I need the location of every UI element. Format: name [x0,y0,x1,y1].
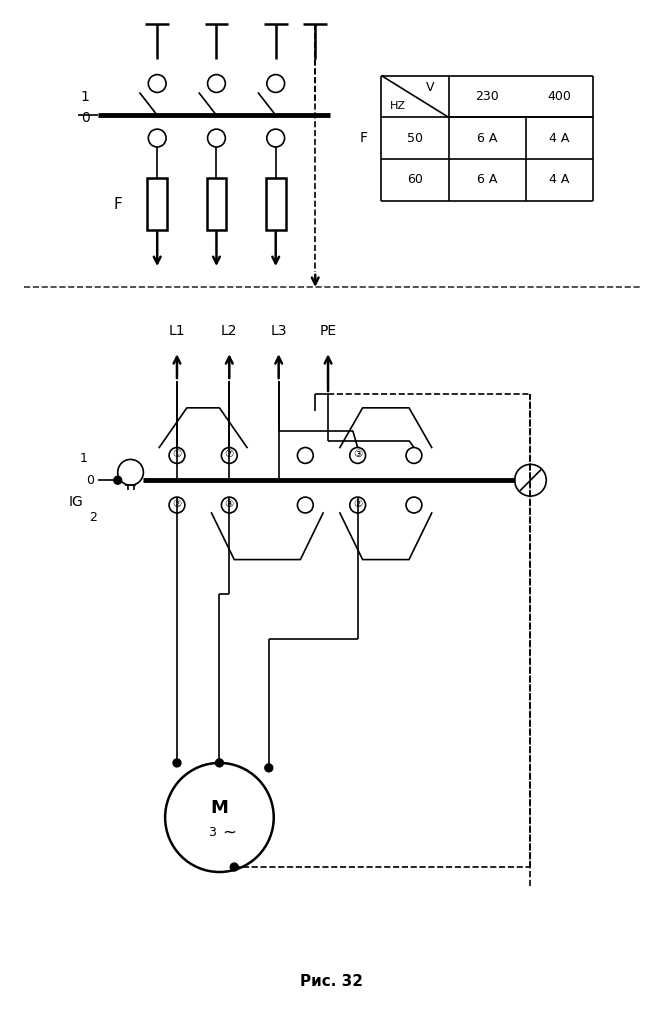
Circle shape [173,759,181,767]
Text: HZ: HZ [390,101,406,111]
Text: L1: L1 [168,325,185,338]
Text: 6 A: 6 A [477,173,497,186]
Bar [207,178,226,230]
Text: 50: 50 [407,131,423,145]
Text: ⑦: ⑦ [225,450,234,459]
Text: 4 A: 4 A [549,173,570,186]
Text: PE: PE [320,325,337,338]
Bar [266,178,286,230]
Text: 0: 0 [81,111,90,125]
Text: F: F [359,131,367,145]
Circle shape [230,863,238,871]
Text: L3: L3 [271,325,287,338]
Bar [147,178,167,230]
Text: 230: 230 [475,90,499,103]
Text: ①: ① [172,450,182,459]
Text: IG: IG [69,495,84,509]
Circle shape [114,476,122,485]
Text: 0: 0 [86,473,94,487]
Text: F: F [113,196,122,212]
Text: 60: 60 [407,173,423,186]
Text: 400: 400 [547,90,571,103]
Text: ~: ~ [222,824,236,841]
Circle shape [265,764,272,772]
Text: ②: ② [353,499,362,509]
Text: 3: 3 [208,826,215,839]
Text: 2: 2 [89,511,97,524]
Text: M: M [210,798,228,816]
Text: ⑧: ⑧ [225,499,234,509]
Text: 6 A: 6 A [477,131,497,145]
Text: V: V [426,80,434,94]
Text: Рис. 32: Рис. 32 [300,973,363,988]
Text: ③: ③ [353,450,362,459]
Text: 4 A: 4 A [549,131,570,145]
Text: 1: 1 [79,452,87,465]
Circle shape [215,759,223,767]
Text: L2: L2 [221,325,237,338]
Text: 1: 1 [81,91,90,105]
Text: ②: ② [172,499,182,509]
